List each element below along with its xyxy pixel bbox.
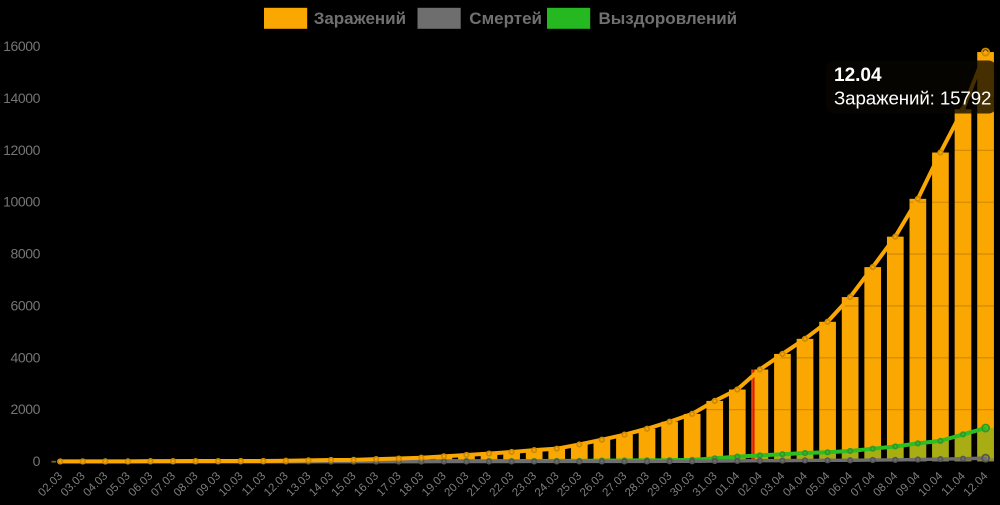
svg-text:4000: 4000 (10, 349, 40, 365)
svg-text:16000: 16000 (3, 38, 41, 54)
svg-text:8000: 8000 (10, 246, 40, 262)
svg-text:6000: 6000 (10, 297, 40, 313)
svg-text:0: 0 (33, 453, 41, 469)
svg-text:Смертей: Смертей (469, 9, 542, 28)
svg-text:14000: 14000 (3, 90, 41, 106)
svg-text:12000: 12000 (3, 142, 41, 158)
svg-text:2000: 2000 (10, 401, 40, 417)
svg-text:12.04: 12.04 (834, 65, 882, 86)
svg-text:Заражений: Заражений (314, 9, 406, 28)
svg-text:Заражений: 15792: Заражений: 15792 (834, 87, 991, 108)
svg-text:Выздоровлений: Выздоровлений (599, 9, 738, 28)
svg-text:10000: 10000 (3, 194, 41, 210)
